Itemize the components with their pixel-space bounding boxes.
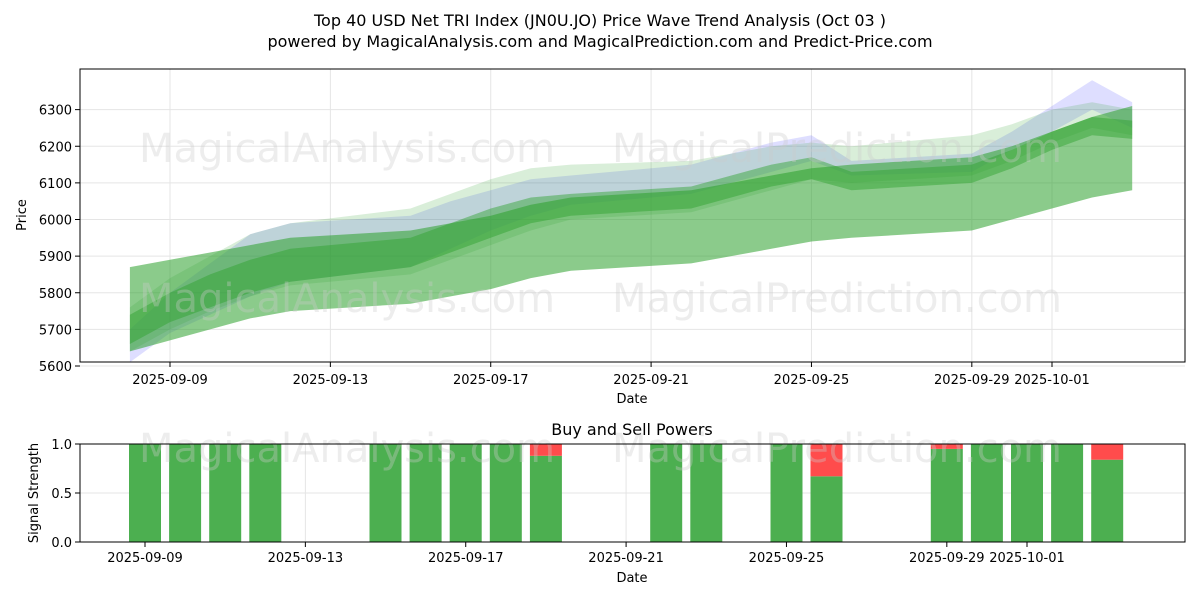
watermark-prediction-bottom: MagicalPrediction.com: [612, 426, 1062, 472]
watermark-prediction-mid: MagicalPrediction.com: [612, 276, 1062, 322]
price-chart-x-label: Date: [616, 392, 647, 407]
watermark-analysis-mid: MagicalAnalysis.com: [139, 276, 555, 322]
signal-chart-y-axis: 0.0 0.5 1.0: [51, 438, 80, 551]
watermark-analysis-bottom: MagicalAnalysis.com: [139, 426, 555, 472]
price-y-tick-label: 6000: [39, 214, 72, 229]
signal-y-tick-label: 0.5: [51, 487, 72, 502]
watermark-prediction-top: MagicalPrediction.com: [612, 126, 1062, 172]
signal-x-tick-label: 2025-09-13: [268, 551, 344, 566]
signal-x-tick-label: 2025-09-17: [428, 551, 504, 566]
buy-bar: [970, 444, 1003, 542]
price-y-tick-label: 5800: [39, 287, 72, 302]
signal-x-tick-label: 2025-09-25: [749, 551, 825, 566]
signal-chart-x-axis: 2025-09-09 2025-09-13 2025-09-17 2025-09-21…: [107, 542, 1065, 566]
signal-x-tick-label: 2025-10-01: [989, 551, 1065, 566]
sell-bar: [930, 444, 963, 449]
buy-bar: [249, 444, 282, 542]
signal-x-tick-label: 2025-09-21: [588, 551, 664, 566]
watermark-analysis-top: MagicalAnalysis.com: [139, 126, 555, 172]
sell-bar: [810, 444, 843, 477]
price-chart-bands: [129, 80, 1133, 363]
price-y-tick-label: 5600: [39, 360, 72, 375]
signal-chart-bars: [129, 444, 1124, 542]
price-y-tick-label: 6100: [39, 177, 72, 192]
price-x-tick-label: 2025-09-17: [453, 373, 529, 388]
price-y-tick-label: 6300: [39, 104, 72, 119]
buy-bar: [690, 444, 723, 542]
signal-x-tick-label: 2025-09-09: [107, 551, 183, 566]
price-chart-frame: [79, 68, 1186, 363]
price-x-tick-label: 2025-09-09: [132, 373, 208, 388]
signal-chart-title: Buy and Sell Powers: [551, 420, 713, 439]
buy-bar: [930, 448, 963, 542]
price-x-tick-label: 2025-09-13: [293, 373, 369, 388]
buy-bar: [1091, 459, 1124, 542]
price-chart-x-axis: 2025-09-09 2025-09-13 2025-09-17 2025-09-21…: [132, 362, 1090, 388]
sell-bar: [1091, 444, 1124, 460]
buy-bar: [489, 444, 522, 542]
signal-chart-watermarks: MagicalAnalysis.com MagicalPrediction.co…: [139, 426, 1062, 472]
price-x-tick-label: 2025-09-25: [774, 373, 850, 388]
signal-y-tick-label: 1.0: [51, 438, 72, 453]
buy-bar: [529, 455, 562, 542]
signal-y-tick-label: 0.0: [51, 536, 72, 551]
buy-bar: [1051, 444, 1084, 542]
price-y-tick-label: 6200: [39, 140, 72, 155]
buy-bar: [209, 444, 242, 542]
signal-chart-y-label: Signal Strength: [27, 443, 42, 543]
price-x-tick-label: 2025-09-29: [934, 373, 1010, 388]
price-y-tick-label: 5900: [39, 250, 72, 265]
buy-bar: [1011, 444, 1043, 542]
figure-title: Top 40 USD Net TRI Index (JN0U.JO) Price…: [313, 11, 886, 30]
price-chart-y-axis: 5600 5700 5800 5900 6000 6100 6200 6300: [39, 104, 80, 375]
buy-bar: [129, 444, 161, 542]
price-chart-y-label: Price: [15, 199, 30, 231]
price-band-0: [129, 80, 1133, 363]
price-y-tick-label: 5700: [39, 323, 72, 338]
price-band-3: [129, 106, 1133, 352]
signal-chart-x-label: Date: [616, 571, 647, 586]
price-chart-watermarks: MagicalAnalysis.com MagicalPrediction.co…: [139, 126, 1062, 322]
buy-bar: [810, 476, 843, 542]
price-x-tick-label: 2025-10-01: [1014, 373, 1090, 388]
signal-x-tick-label: 2025-09-29: [909, 551, 985, 566]
sell-bar: [529, 444, 562, 456]
buy-bar: [650, 444, 683, 542]
buy-bar: [770, 444, 803, 542]
figure-subtitle: powered by MagicalAnalysis.com and Magic…: [267, 32, 932, 51]
buy-bar: [369, 444, 402, 542]
buy-bar: [169, 444, 202, 542]
buy-bar: [449, 444, 482, 542]
price-x-tick-label: 2025-09-21: [613, 373, 689, 388]
buy-bar: [409, 444, 442, 542]
